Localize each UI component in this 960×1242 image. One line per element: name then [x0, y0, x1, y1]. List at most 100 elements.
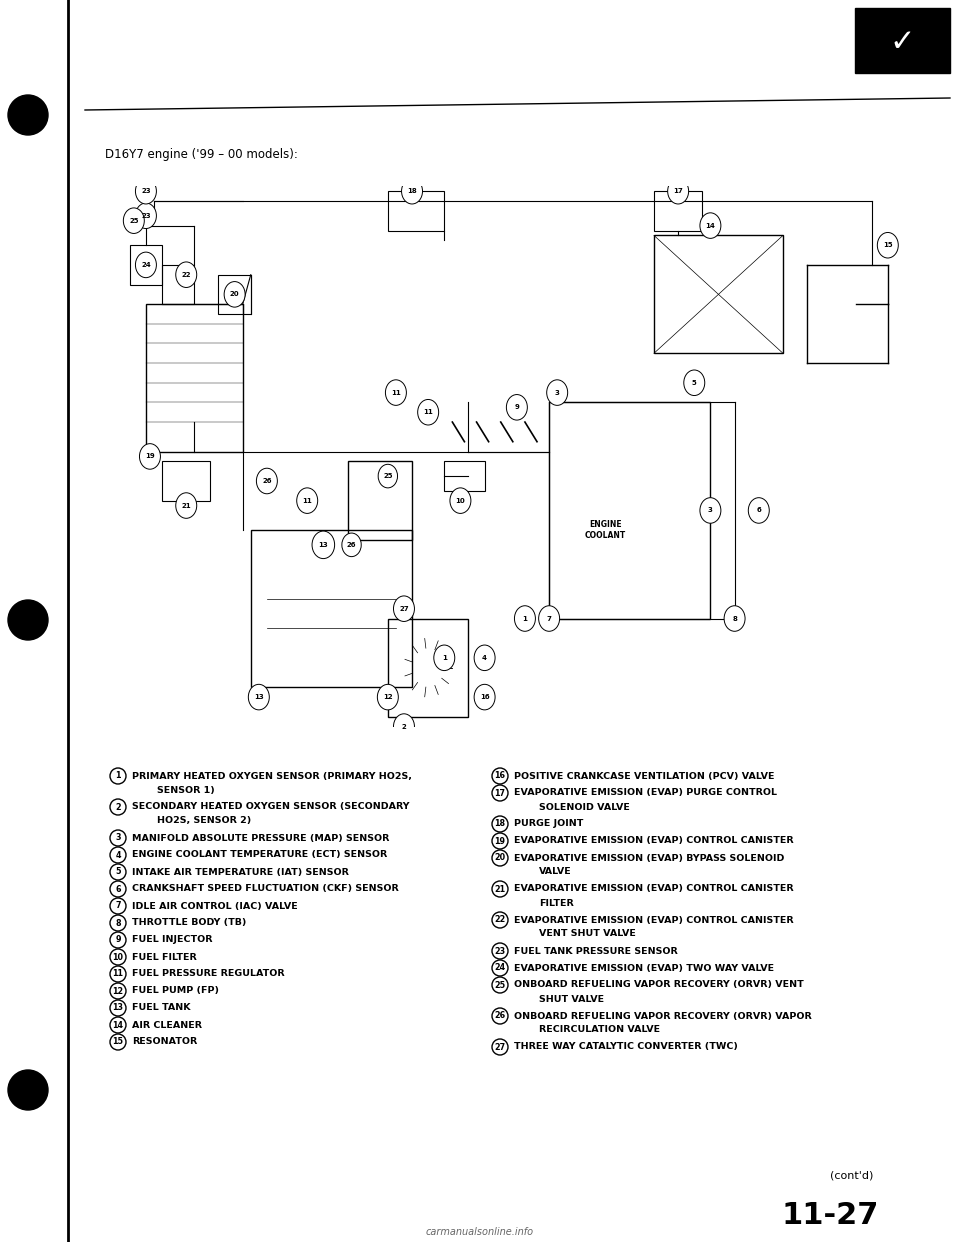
- Circle shape: [700, 212, 721, 238]
- Text: SECONDARY HEATED OXYGEN SENSOR (SECONDARY: SECONDARY HEATED OXYGEN SENSOR (SECONDAR…: [132, 802, 410, 811]
- Circle shape: [110, 830, 126, 846]
- Text: 11: 11: [423, 409, 433, 415]
- Text: FUEL PRESSURE REGULATOR: FUEL PRESSURE REGULATOR: [132, 970, 284, 979]
- Bar: [130, 245, 162, 284]
- Text: 2: 2: [401, 724, 406, 729]
- Text: FUEL TANK: FUEL TANK: [132, 1004, 190, 1012]
- Circle shape: [394, 596, 415, 621]
- Text: RESONATOR: RESONATOR: [132, 1037, 197, 1047]
- Bar: [219, 274, 251, 314]
- Circle shape: [110, 799, 126, 815]
- Circle shape: [135, 252, 156, 278]
- Bar: [162, 461, 210, 501]
- Text: EVAPORATIVE EMISSION (EVAP) PURGE CONTROL: EVAPORATIVE EMISSION (EVAP) PURGE CONTRO…: [514, 789, 777, 797]
- Bar: [348, 461, 412, 540]
- Text: THREE WAY CATALYTIC CONVERTER (TWC): THREE WAY CATALYTIC CONVERTER (TWC): [514, 1042, 738, 1052]
- Circle shape: [176, 493, 197, 518]
- Text: ONBOARD REFUELING VAPOR RECOVERY (ORVR) VAPOR: ONBOARD REFUELING VAPOR RECOVERY (ORVR) …: [514, 1011, 812, 1021]
- Text: 26: 26: [262, 478, 272, 484]
- Text: 23: 23: [141, 212, 151, 219]
- Bar: [855, 7, 950, 73]
- Bar: [388, 619, 468, 717]
- Circle shape: [877, 232, 899, 258]
- Circle shape: [492, 768, 508, 784]
- Circle shape: [492, 977, 508, 994]
- Text: 2: 2: [115, 802, 121, 811]
- Circle shape: [110, 982, 126, 999]
- Text: THROTTLE BODY (TB): THROTTLE BODY (TB): [132, 919, 247, 928]
- Text: EVAPORATIVE EMISSION (EVAP) CONTROL CANISTER: EVAPORATIVE EMISSION (EVAP) CONTROL CANI…: [514, 884, 794, 893]
- Text: 20: 20: [229, 292, 239, 297]
- Text: 10: 10: [112, 953, 124, 961]
- Circle shape: [256, 468, 277, 494]
- Text: 7: 7: [115, 902, 121, 910]
- Bar: [654, 236, 783, 353]
- Text: 15: 15: [883, 242, 893, 248]
- Text: CRANKSHAFT SPEED FLUCTUATION (CKF) SENSOR: CRANKSHAFT SPEED FLUCTUATION (CKF) SENSO…: [132, 884, 398, 893]
- Text: RECIRCULATION VALVE: RECIRCULATION VALVE: [539, 1026, 660, 1035]
- Text: 1: 1: [115, 771, 121, 780]
- Circle shape: [700, 498, 721, 523]
- Text: EVAPORATIVE EMISSION (EVAP) BYPASS SOLENOID: EVAPORATIVE EMISSION (EVAP) BYPASS SOLEN…: [514, 853, 784, 862]
- Text: 3: 3: [555, 390, 560, 396]
- Text: HO2S, SENSOR 2): HO2S, SENSOR 2): [157, 816, 252, 826]
- Text: 9: 9: [115, 935, 121, 944]
- Circle shape: [312, 532, 335, 559]
- Text: 9: 9: [515, 405, 519, 410]
- Circle shape: [724, 606, 745, 631]
- Text: 10: 10: [456, 498, 466, 504]
- Text: carmanualsonline.info: carmanualsonline.info: [426, 1227, 534, 1237]
- Text: PRIMARY HEATED OXYGEN SENSOR (PRIMARY HO2S,: PRIMARY HEATED OXYGEN SENSOR (PRIMARY HO…: [132, 771, 412, 780]
- Text: 17: 17: [494, 789, 506, 797]
- Text: VALVE: VALVE: [539, 867, 572, 877]
- Circle shape: [385, 380, 406, 405]
- Circle shape: [249, 684, 270, 710]
- Text: VENT SHUT VALVE: VENT SHUT VALVE: [539, 929, 636, 939]
- Text: 13: 13: [254, 694, 264, 700]
- Circle shape: [474, 684, 495, 710]
- Text: PURGE JOINT: PURGE JOINT: [514, 820, 584, 828]
- Text: 14: 14: [706, 222, 715, 229]
- Bar: [146, 304, 243, 452]
- Circle shape: [110, 1035, 126, 1049]
- Circle shape: [418, 400, 439, 425]
- Text: 13: 13: [112, 1004, 124, 1012]
- Circle shape: [110, 949, 126, 965]
- Text: 23: 23: [141, 189, 151, 194]
- Text: 6: 6: [115, 884, 121, 893]
- Text: ONBOARD REFUELING VAPOR RECOVERY (ORVR) VENT: ONBOARD REFUELING VAPOR RECOVERY (ORVR) …: [514, 980, 804, 990]
- Circle shape: [110, 864, 126, 881]
- Text: 1: 1: [522, 616, 527, 621]
- Text: 12: 12: [383, 694, 393, 700]
- Text: 27: 27: [494, 1042, 506, 1052]
- Circle shape: [110, 1000, 126, 1016]
- Text: 27: 27: [399, 606, 409, 612]
- Circle shape: [492, 1009, 508, 1023]
- Text: 25: 25: [494, 980, 506, 990]
- Text: IDLE AIR CONTROL (IAC) VALVE: IDLE AIR CONTROL (IAC) VALVE: [132, 902, 298, 910]
- Circle shape: [224, 282, 245, 307]
- Text: 18: 18: [407, 189, 417, 194]
- Circle shape: [394, 714, 415, 739]
- Circle shape: [515, 606, 536, 631]
- Text: EVAPORATIVE EMISSION (EVAP) CONTROL CANISTER: EVAPORATIVE EMISSION (EVAP) CONTROL CANI…: [514, 915, 794, 924]
- Text: 21: 21: [181, 503, 191, 508]
- Text: 7: 7: [546, 616, 552, 621]
- Text: SENSOR 1): SENSOR 1): [157, 785, 215, 795]
- Circle shape: [492, 881, 508, 897]
- Text: 26: 26: [494, 1011, 506, 1021]
- Text: 13: 13: [319, 542, 328, 548]
- Circle shape: [450, 488, 471, 513]
- Circle shape: [110, 932, 126, 948]
- Text: 18: 18: [494, 820, 506, 828]
- Circle shape: [110, 768, 126, 784]
- Text: FUEL INJECTOR: FUEL INJECTOR: [132, 935, 212, 944]
- Text: 19: 19: [145, 453, 155, 460]
- Circle shape: [8, 94, 48, 135]
- Circle shape: [110, 915, 126, 932]
- Text: 11-27: 11-27: [781, 1201, 878, 1230]
- Text: 21: 21: [494, 884, 506, 893]
- Circle shape: [492, 816, 508, 832]
- Circle shape: [8, 1071, 48, 1110]
- Text: AIR CLEANER: AIR CLEANER: [132, 1021, 202, 1030]
